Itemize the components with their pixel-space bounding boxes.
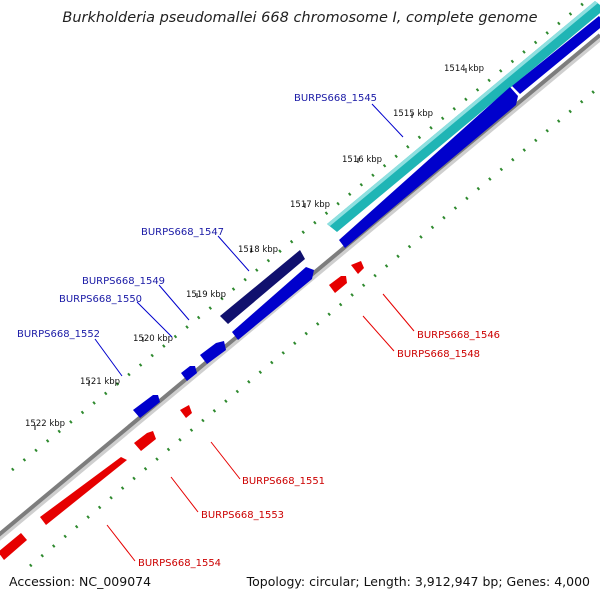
- gene-BURPS668_1553: [134, 431, 156, 451]
- gc-track-inner: [29, 86, 599, 568]
- callout-line: [382, 293, 415, 332]
- tick-label: 1518 kbp: [238, 245, 278, 255]
- callout-line: [106, 524, 136, 562]
- gene-BURPS668_1551-fwd: [181, 366, 197, 381]
- gene-BURPS668_1545-teal: [327, 1, 600, 232]
- gene-BURPS668_1554-cont: [0, 533, 27, 560]
- gene-label-BURPS668_1547: BURPS668_1547: [141, 227, 224, 238]
- figure-title: Burkholderia pseudomallei 668 chromosome…: [62, 10, 538, 26]
- gene-BURPS668_1548: [329, 276, 347, 293]
- gene-BURPS668_1546: [351, 261, 364, 274]
- callout-line: [94, 338, 123, 377]
- callout-line: [210, 441, 241, 480]
- gc-track-outer: [11, 0, 590, 472]
- tick-label: 1522 kbp: [25, 419, 65, 429]
- topology-label: Topology: circular: [246, 574, 356, 589]
- gene-label-BURPS668_1546: BURPS668_1546: [417, 330, 500, 341]
- gene-BURPS668_1554: [40, 457, 127, 525]
- gene-label-BURPS668_1550: BURPS668_1550: [59, 294, 142, 305]
- gene-BURPS668_1551: [180, 405, 192, 418]
- callout-line: [158, 284, 190, 321]
- genome-stats: Topology: circularLength: 3,912,947 bpGe…: [247, 574, 590, 589]
- gene-label-BURPS668_1553: BURPS668_1553: [201, 510, 284, 521]
- gene-label-BURPS668_1548: BURPS668_1548: [397, 349, 480, 360]
- tick-label: 1517 kbp: [290, 200, 330, 210]
- tick-label: 1515 kbp: [393, 109, 433, 119]
- tick-label: 1516 kbp: [342, 155, 382, 165]
- accession-label: Accession: NC_009074: [9, 574, 152, 589]
- callout-line: [362, 315, 395, 352]
- gene-label-BURPS668_1545: BURPS668_1545: [294, 93, 377, 104]
- gene-BURPS668_1547: [220, 250, 305, 324]
- gene-label-BURPS668_1551: BURPS668_1551: [242, 476, 325, 487]
- backbone-shadow: [0, 35, 600, 541]
- length-label: Length: 3,912,947 bp: [355, 574, 498, 589]
- gene-label-BURPS668_1552: BURPS668_1552: [17, 329, 100, 340]
- callout-line: [170, 476, 199, 513]
- gene-BURPS668_1550: [200, 341, 226, 364]
- callout-line: [136, 301, 173, 338]
- tick-label: 1514 kbp: [444, 64, 484, 74]
- callout-line: [217, 235, 250, 272]
- tick-label: 1520 kbp: [133, 334, 173, 344]
- gene-BURPS668_1545: [339, 87, 518, 248]
- gene-label-BURPS668_1554: BURPS668_1554: [138, 558, 221, 569]
- gene-BURPS668_1549: [232, 267, 314, 340]
- gene-label-BURPS668_1549: BURPS668_1549: [82, 276, 165, 287]
- tick-label: 1521 kbp: [80, 377, 120, 387]
- gene-BURPS668_1552: [133, 395, 160, 418]
- gene-BURPS668_1545-cont: [512, 16, 600, 94]
- scale-ticks: [34, 68, 467, 430]
- tick-label: 1519 kbp: [186, 290, 226, 300]
- genes-count-label: Genes: 4,000: [498, 574, 590, 589]
- gene-BURPS668_1545-teal-highlight: [327, 1, 598, 226]
- callout-line: [371, 103, 404, 138]
